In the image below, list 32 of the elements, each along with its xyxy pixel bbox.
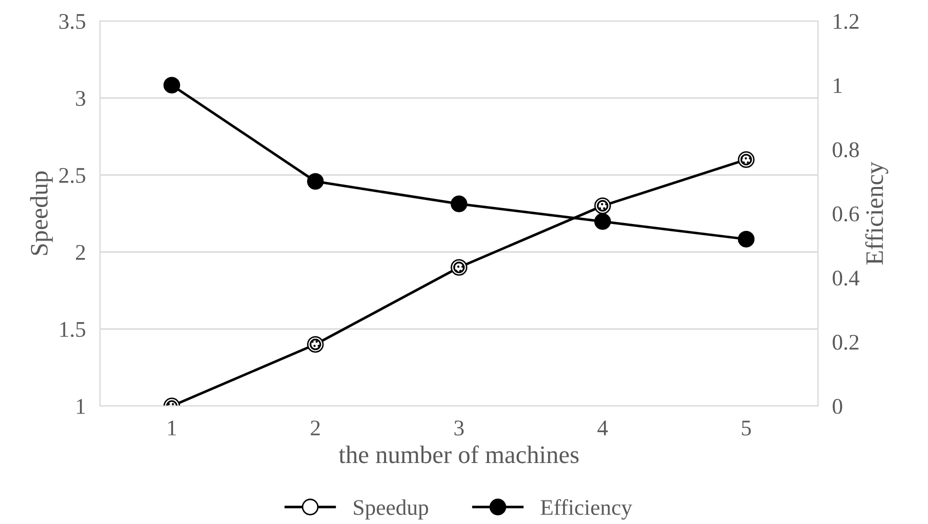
point — [307, 173, 324, 190]
y2-tick-label: 0.8 — [832, 142, 859, 158]
x-axis-title: the number of machines — [338, 445, 579, 464]
y2-axis-title: Efficiency — [865, 162, 888, 265]
legend-label: Efficiency — [540, 499, 632, 520]
x-tick-label: 1 — [168, 420, 176, 436]
point — [450, 259, 468, 276]
y2-tick-label: 0.2 — [832, 334, 858, 350]
y-tick-label: 1 — [76, 399, 85, 414]
y-tick-label: 1.5 — [60, 322, 86, 338]
point — [163, 76, 180, 94]
point — [738, 151, 755, 168]
x-tick-label: 5 — [742, 420, 751, 436]
y2-tick-label: 1 — [834, 78, 842, 93]
y2-tick-label: 0.6 — [832, 206, 860, 222]
point — [738, 230, 755, 248]
point — [594, 213, 611, 230]
y-axis-title: Speedup — [30, 171, 53, 255]
y-tick-label: 2 — [76, 244, 85, 260]
y-tick-label: 2.5 — [59, 168, 86, 184]
legend-label: Speedup — [354, 499, 428, 520]
y2-tick-label: 1.2 — [834, 14, 858, 30]
x-tick-label: 2 — [310, 420, 320, 436]
point — [594, 197, 611, 214]
x-tick-label: 3 — [454, 420, 464, 436]
x-tick-label: 4 — [597, 420, 608, 436]
point — [307, 336, 324, 353]
y2-tick-label: 0 — [832, 398, 842, 414]
y2-tick-label: 0.4 — [832, 270, 860, 286]
point — [450, 196, 468, 212]
y-tick-label: 3 — [76, 90, 86, 106]
y-tick-label: 3.5 — [59, 14, 86, 30]
